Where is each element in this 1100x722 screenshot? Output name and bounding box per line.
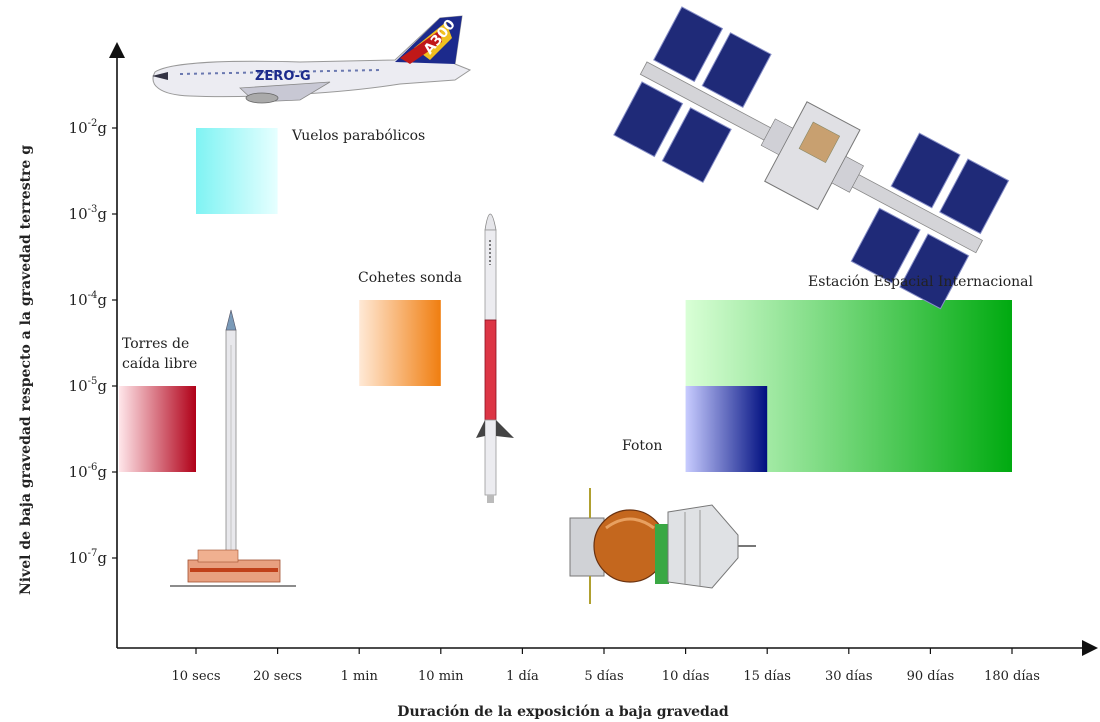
- region-label-line: Foton: [622, 438, 662, 454]
- y-axis-title: Nivel de baja gravedad respecto a la gra…: [18, 145, 34, 595]
- region-1: [196, 128, 278, 214]
- region-label-2: Cohetes sonda: [358, 270, 462, 286]
- y-tick-unit: g: [97, 119, 107, 137]
- y-tick-label: 10-2g: [69, 118, 108, 137]
- drop-tower-icon: [170, 309, 296, 587]
- y-tick-exponent: -6: [88, 462, 98, 473]
- x-axis-title: Duración de la exposición a baja graveda…: [397, 704, 729, 720]
- y-tick-unit: g: [97, 463, 107, 481]
- x-tick-label: 20 secs: [253, 669, 302, 684]
- x-tick-label: 180 días: [984, 669, 1040, 684]
- airplane-icon: ZERO-G A300: [152, 15, 472, 104]
- y-tick-label: 10-4g: [69, 290, 108, 309]
- y-tick-exponent: -4: [88, 290, 98, 301]
- y-tick-exponent: -5: [88, 376, 98, 387]
- y-tick-base: 10: [69, 205, 88, 223]
- y-tick-label: 10-6g: [69, 462, 108, 481]
- x-ticks: 10 secs 20 secs 1 min 10 min 1 día 5 días 10 d…: [172, 648, 1040, 684]
- region-label-4: Foton: [622, 438, 662, 454]
- y-tick-base: 10: [69, 377, 88, 395]
- space-station-icon: [613, 6, 1010, 310]
- y-tick-label: 10-7g: [69, 548, 108, 567]
- region-label-line: Cohetes sonda: [358, 270, 462, 286]
- annotations: Torres de caída libre Vuelos parabólicos Co…: [122, 128, 1034, 454]
- region-label-line: caída libre: [122, 356, 197, 372]
- region-label-1: Vuelos parabólicos: [291, 128, 425, 144]
- region-label-3: Estación Espacial Internacional: [808, 274, 1034, 290]
- region-label-line: Torres de: [122, 336, 189, 352]
- region-label-line: Vuelos parabólicos: [291, 128, 425, 144]
- x-tick-label: 1 día: [506, 669, 539, 684]
- x-tick-label: 5 días: [584, 669, 623, 684]
- region-2: [359, 300, 441, 386]
- x-tick-label: 10 secs: [172, 669, 221, 684]
- region-label-0: Torres de caída libre: [122, 336, 197, 372]
- y-tick-exponent: -2: [88, 118, 98, 129]
- y-tick-base: 10: [69, 549, 88, 567]
- x-tick-label: 1 min: [341, 669, 379, 684]
- x-tick-label: 90 días: [907, 669, 955, 684]
- y-tick-exponent: -3: [88, 204, 98, 215]
- y-tick-label: 10-3g: [69, 204, 108, 223]
- x-tick-label: 30 días: [825, 669, 873, 684]
- rocket-icon: [476, 213, 514, 503]
- y-tick-unit: g: [97, 549, 107, 567]
- y-tick-base: 10: [69, 291, 88, 309]
- y-tick-label: 10-5g: [69, 376, 108, 395]
- y-tick-unit: g: [97, 377, 107, 395]
- region-0: [119, 386, 196, 472]
- y-tick-unit: g: [97, 205, 107, 223]
- y-tick-base: 10: [69, 119, 88, 137]
- x-tick-label: 10 días: [662, 669, 710, 684]
- x-tick-label: 10 min: [418, 669, 464, 684]
- y-tick-exponent: -7: [88, 548, 98, 559]
- capsule-icon: [569, 488, 756, 604]
- regions: [119, 128, 1012, 472]
- airplane-marking-zerog: ZERO-G: [255, 69, 311, 84]
- region-label-line: Estación Espacial Internacional: [808, 274, 1034, 290]
- region-4: [685, 386, 768, 472]
- x-tick-label: 15 días: [743, 669, 791, 684]
- y-tick-unit: g: [97, 291, 107, 309]
- y-tick-base: 10: [69, 463, 88, 481]
